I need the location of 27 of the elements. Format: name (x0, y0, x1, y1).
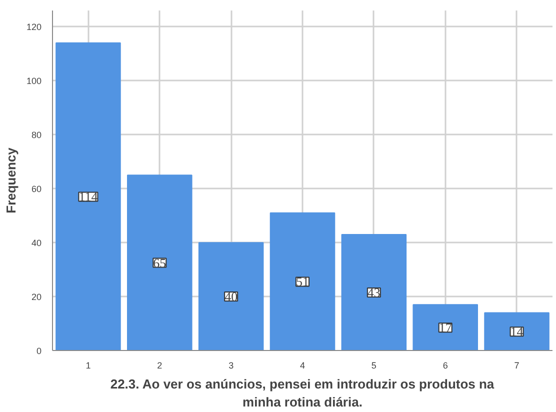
bar (341, 234, 407, 350)
x-tick-label: 7 (514, 360, 520, 370)
x-tick-label: 5 (371, 360, 376, 370)
x-tick-label: 3 (228, 360, 234, 370)
bar (56, 42, 121, 350)
bar (127, 174, 192, 350)
data-label: 17 (438, 320, 452, 336)
data-label: 51 (296, 274, 309, 290)
y-tick-label: 80 (31, 130, 42, 140)
y-tick-label: 60 (31, 184, 42, 194)
bar (270, 212, 336, 350)
y-tick-label: 20 (31, 292, 42, 302)
y-tick-label: 120 (26, 22, 42, 32)
data-label: 14 (510, 324, 524, 340)
data-label: 65 (153, 255, 166, 270)
x-tick-label: 4 (300, 360, 306, 370)
y-tick-label: 0 (36, 346, 42, 356)
bar (484, 312, 550, 350)
y-tick-label: 40 (31, 238, 42, 248)
x-axis-title: 22.3. Ao ver os anúncios, pensei em introduzir os produtos na minha rotina diária. (110, 376, 495, 410)
y-tick-label: 100 (26, 76, 42, 86)
bar (412, 304, 478, 350)
x-tick-label: 6 (442, 360, 448, 370)
x-tick-label: 2 (157, 360, 162, 370)
y-axis-title: Frequency (3, 146, 18, 214)
x-tick-label: 1 (86, 360, 91, 370)
bar (198, 242, 264, 350)
